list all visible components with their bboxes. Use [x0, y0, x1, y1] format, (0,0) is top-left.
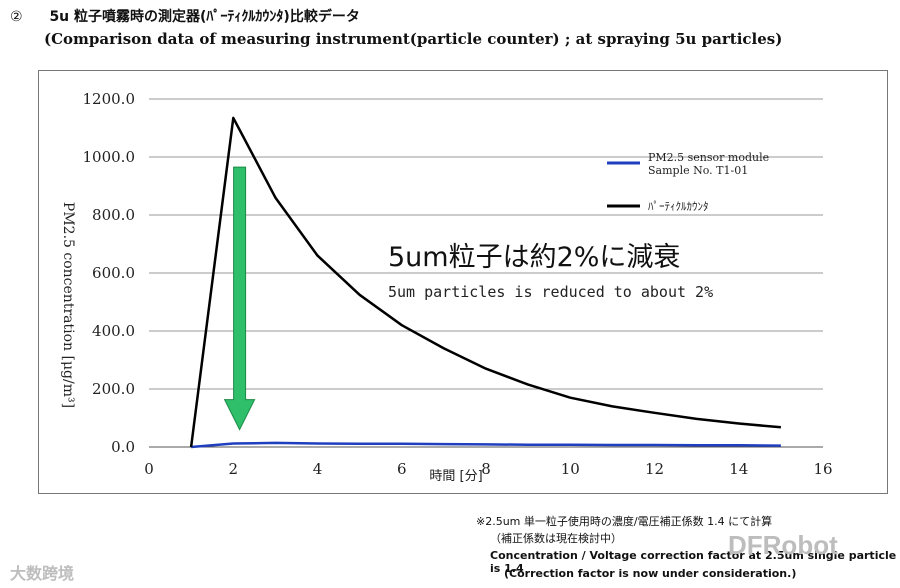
x-tick-label: 8 — [481, 460, 491, 478]
annotation-text-en: 5um particles is reduced to about 2% — [388, 283, 713, 301]
section-number: ② — [10, 9, 23, 25]
annotation-text-jp: 5um粒子は約2%に減衰 — [388, 242, 680, 273]
x-tick-label: 6 — [397, 460, 407, 478]
legend-entry-sensor: PM2.5 sensor module Sample No. T1-01 — [648, 151, 769, 177]
title-jp: 5u 粒子噴霧時の測定器(ﾊﾟｰﾃｨｸﾙｶｳﾝﾀ)比較データ — [49, 9, 360, 25]
x-tick-label: 14 — [729, 460, 748, 478]
x-tick-label: 10 — [561, 460, 580, 478]
x-tick-label: 4 — [313, 460, 323, 478]
y-axis-label: PM2.5 concentration [μg/m³] — [60, 202, 76, 408]
note-jp-2: （補正係数は現在検討中） — [490, 532, 622, 545]
note-jp-1: ※2.5um 単一粒子使用時の濃度/電圧補正係数 1.4 にて計算 — [476, 515, 773, 528]
chart-frame — [38, 70, 888, 494]
y-tick-label: 1200.0 — [83, 90, 136, 108]
watermark-left: 大数跨境 — [10, 564, 75, 583]
x-tick-label: 12 — [645, 460, 664, 478]
y-tick-label: 600.0 — [92, 264, 135, 282]
y-tick-label: 400.0 — [92, 322, 135, 340]
title-en: (Comparison data of measuring instrument… — [44, 30, 783, 48]
legend-entry-particle-counter: ﾊﾟｰﾃｨｸﾙｶｳﾝﾀ — [648, 200, 709, 213]
watermark-right: DFRobot — [728, 530, 838, 560]
series-line-1 — [190, 441, 781, 449]
y-tick-label: 800.0 — [92, 206, 135, 224]
annotation-arrow — [223, 166, 256, 431]
x-tick-label: 16 — [813, 460, 832, 478]
title-jp-row: ② 5u 粒子噴霧時の測定器(ﾊﾟｰﾃｨｸﾙｶｳﾝﾀ)比較データ — [10, 6, 360, 26]
x-tick-label: 0 — [144, 460, 154, 478]
y-tick-label: 0.0 — [111, 438, 135, 456]
note-en-2: (Correction factor is now under consider… — [504, 567, 797, 580]
x-axis-label: 時間 [分] — [429, 469, 482, 484]
y-tick-label: 1000.0 — [83, 148, 136, 166]
y-tick-label: 200.0 — [92, 380, 135, 398]
note-en-1: Concentration / Voltage correction facto… — [490, 549, 897, 575]
x-tick-label: 2 — [228, 460, 238, 478]
series-line-2 — [189, 116, 782, 448]
